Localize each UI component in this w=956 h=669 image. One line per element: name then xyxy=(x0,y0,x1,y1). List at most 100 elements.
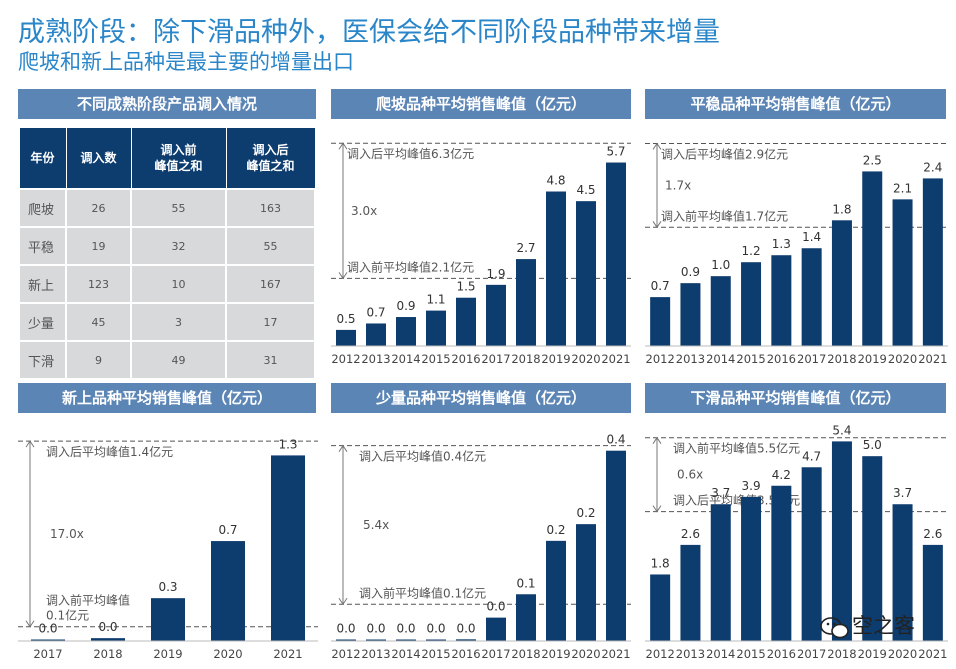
table-cell: 45 xyxy=(65,302,132,342)
data-label: 0.0 xyxy=(366,622,385,636)
arrow-head xyxy=(338,272,348,280)
bar xyxy=(456,297,476,346)
data-label: 0.9 xyxy=(396,299,415,313)
bar xyxy=(336,639,356,641)
tick-label: 2016 xyxy=(767,647,796,661)
row-label: 平稳 xyxy=(18,226,67,266)
arrow-head xyxy=(652,142,662,150)
data-label: 1.3 xyxy=(772,237,791,251)
bar xyxy=(396,317,416,346)
tick-label: 2021 xyxy=(601,647,630,661)
table-cell: 10 xyxy=(130,264,227,304)
table-cell: 49 xyxy=(130,340,227,380)
data-label: 0.0 xyxy=(486,600,505,614)
row-label: 爬坡 xyxy=(18,188,67,228)
tick-label: 2012 xyxy=(331,352,360,366)
col-header: 调入前 峰值之和 xyxy=(130,127,227,190)
data-label: 0.0 xyxy=(426,622,445,636)
tick-label: 2020 xyxy=(571,352,600,366)
data-label: 3.7 xyxy=(893,486,912,500)
data-label: 0.4 xyxy=(606,433,625,447)
tick-label: 2014 xyxy=(706,352,735,366)
reference-label: 调入前平均峰值0.1亿元 xyxy=(359,585,486,600)
bar xyxy=(831,220,852,346)
row-label: 新上 xyxy=(18,264,67,304)
multiplier-label: 0.6x xyxy=(677,468,703,482)
bar xyxy=(31,639,65,641)
page-title: 成熟阶段：除下滑品种外，医保会给不同阶段品种带来增量 xyxy=(18,17,720,48)
bar xyxy=(650,297,671,346)
tick-label: 2020 xyxy=(213,647,242,661)
arrow-head xyxy=(25,440,35,448)
tick-label: 2021 xyxy=(918,647,947,661)
data-label: 1.1 xyxy=(426,293,445,307)
multiplier-label: 1.7x xyxy=(665,178,691,192)
tick-label: 2018 xyxy=(511,352,540,366)
data-label: 1.3 xyxy=(278,437,297,451)
data-label: 2.4 xyxy=(923,160,942,174)
data-label: 0.2 xyxy=(576,506,595,520)
table-cell: 3 xyxy=(130,302,227,342)
chart-title: 爬坡品种平均销售峰值（亿元） xyxy=(331,89,631,119)
tick-label: 2014 xyxy=(391,647,420,661)
arrow-head xyxy=(338,142,348,150)
tick-label: 2016 xyxy=(767,352,796,366)
arrow-head xyxy=(338,597,348,606)
tick-label: 2019 xyxy=(541,352,570,366)
tick-label: 2013 xyxy=(361,647,390,661)
bar xyxy=(546,540,566,641)
multiplier-label: 17.0x xyxy=(50,527,84,541)
maturity-table: 年份 调入数 调入前 峰值之和 调入后 峰值之和 爬坡 26 55 163 平稳 19 32 55… xyxy=(18,127,316,380)
tick-label: 2018 xyxy=(93,647,122,661)
data-label: 2.6 xyxy=(681,527,700,541)
data-label: 0.7 xyxy=(366,305,385,319)
tick-label: 2021 xyxy=(273,647,302,661)
data-label: 2.1 xyxy=(893,181,912,195)
data-label: 2.6 xyxy=(923,527,942,541)
bar xyxy=(710,504,731,641)
bar xyxy=(576,524,596,641)
bar xyxy=(831,441,852,641)
tick-label: 2017 xyxy=(481,352,510,366)
chart-title: 新上品种平均销售峰值（亿元） xyxy=(18,383,316,413)
tick-label: 2018 xyxy=(827,647,856,661)
tick-label: 2015 xyxy=(421,352,450,366)
table-cell: 19 xyxy=(65,226,132,266)
tick-label: 2019 xyxy=(153,647,182,661)
tick-label: 2017 xyxy=(481,647,510,661)
chart-title: 下滑品种平均销售峰值（亿元） xyxy=(645,383,946,413)
bar xyxy=(516,259,536,346)
bar xyxy=(366,639,386,641)
bar xyxy=(922,178,943,346)
bar xyxy=(862,171,883,346)
tick-label: 2012 xyxy=(331,647,360,661)
table-cell: 163 xyxy=(225,188,316,228)
data-label: 1.5 xyxy=(456,280,475,294)
bar xyxy=(892,199,913,346)
data-label: 1.2 xyxy=(742,244,761,258)
tick-label: 2016 xyxy=(451,647,480,661)
row-label: 下滑 xyxy=(18,340,67,380)
data-label: 0.7 xyxy=(218,523,237,537)
bar xyxy=(456,639,476,641)
tick-label: 2021 xyxy=(601,352,630,366)
tick-label: 2018 xyxy=(827,352,856,366)
tick-label: 2012 xyxy=(646,352,675,366)
table-row: 下滑 9 49 31 xyxy=(18,340,316,380)
data-label: 4.7 xyxy=(802,449,821,463)
tick-label: 2013 xyxy=(676,647,705,661)
bar xyxy=(650,574,671,641)
tick-label: 2012 xyxy=(646,647,675,661)
reference-label: 调入前平均峰值 xyxy=(46,593,130,608)
bar xyxy=(426,310,446,346)
tick-label: 2019 xyxy=(541,647,570,661)
data-label: 4.5 xyxy=(576,183,595,197)
table-title: 不同成熟阶段产品调入情况 xyxy=(18,89,316,119)
table-cell: 17 xyxy=(225,302,316,342)
bar xyxy=(801,467,822,641)
bar xyxy=(771,255,792,346)
col-header: 年份 xyxy=(18,127,67,190)
data-label: 2.7 xyxy=(516,241,535,255)
